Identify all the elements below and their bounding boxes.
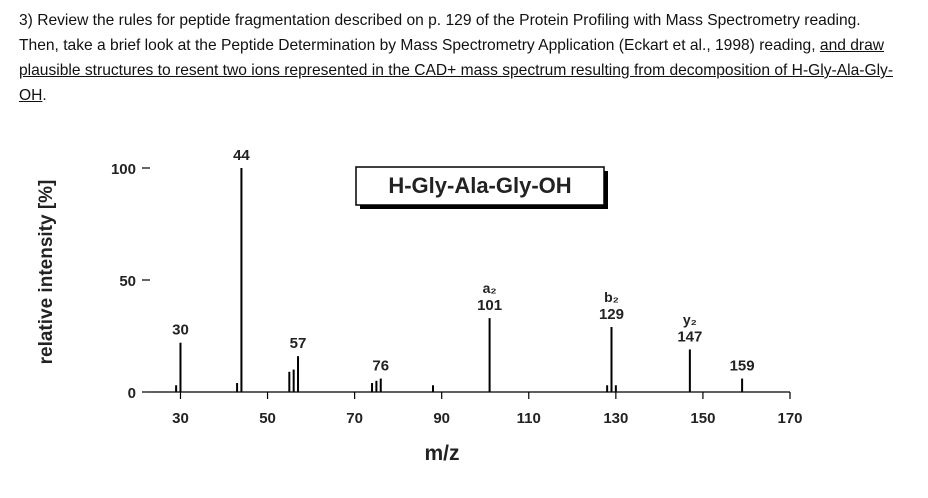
peak-label: 44 (233, 147, 250, 164)
chart-title: H-Gly-Ala-Gly-OH (388, 173, 571, 198)
peak-label: 30 (172, 322, 189, 339)
title-box (355, 166, 605, 206)
peak-label: 57 (290, 335, 307, 352)
peak-label: 147 (677, 328, 702, 345)
x-tick-label: 70 (346, 410, 363, 427)
x-tick-label: 170 (777, 410, 802, 427)
peak-label: 101 (477, 297, 502, 314)
x-tick-label: 110 (517, 410, 541, 427)
question-end: . (42, 87, 47, 104)
x-tick-label: 150 (690, 410, 715, 427)
y-axis-label: relative intensity [%] (36, 180, 57, 365)
x-tick-label: 30 (172, 410, 189, 427)
x-tick-label: 90 (433, 410, 450, 427)
x-axis-label: m/z (424, 442, 459, 465)
question-underlined: and draw plausible structures to resent … (19, 37, 894, 104)
x-tick-label: 50 (259, 410, 276, 427)
question: 3) Review the rules for peptide fragment… (19, 8, 899, 108)
peak-label: 76 (372, 358, 389, 375)
y-tick-label: 0 (128, 385, 136, 402)
question-text: 3) Review the rules for peptide fragment… (19, 12, 861, 54)
ion-label: a₂ (483, 280, 497, 296)
ion-label: b₂ (604, 289, 619, 305)
x-tick-label: 130 (603, 410, 628, 427)
peak-label: 129 (599, 306, 624, 323)
y-tick-label: 50 (119, 273, 136, 290)
peak-label: 159 (730, 358, 755, 375)
ion-label: y₂ (683, 311, 697, 327)
y-tick-label: 100 (111, 161, 136, 178)
